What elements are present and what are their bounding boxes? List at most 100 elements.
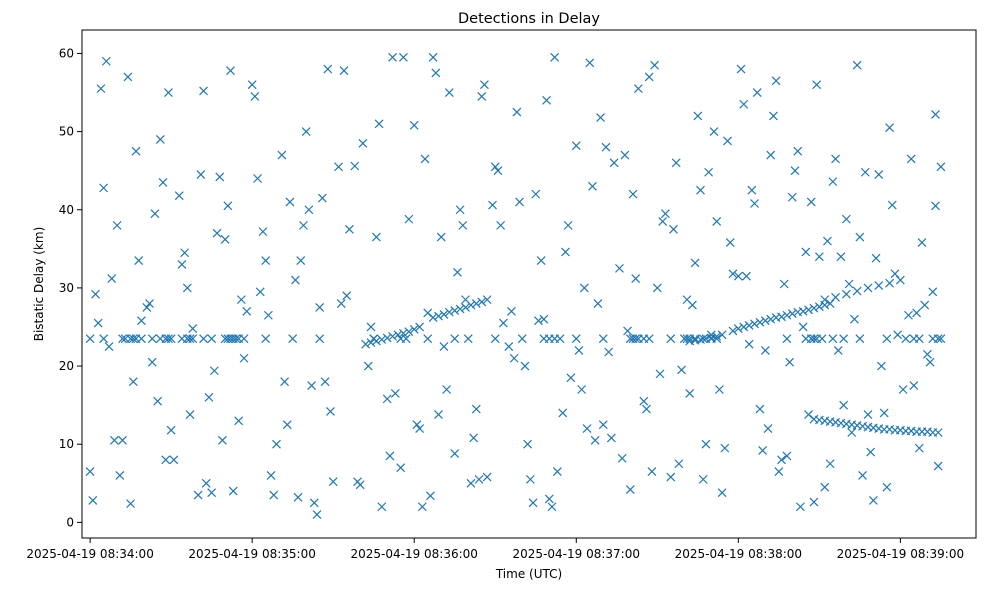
data-point-marker: [85, 467, 95, 476]
data-point-marker: [161, 455, 171, 465]
data-point-marker: [142, 303, 152, 312]
data-point-marker: [677, 365, 687, 375]
data-point-marker: [361, 339, 371, 349]
y-axis-label: Bistatic Delay (km): [32, 227, 46, 342]
data-point-marker: [582, 424, 592, 434]
x-tick-label: 2025-04-19 08:38:00: [675, 547, 802, 561]
data-point-marker: [850, 314, 859, 324]
data-point-marker: [733, 324, 743, 333]
data-point-marker: [909, 381, 919, 391]
y-tick-label: 20: [59, 359, 74, 373]
data-point-marker: [755, 317, 765, 327]
data-point-marker: [520, 361, 530, 371]
data-point-marker: [525, 474, 535, 484]
y-axis-ticks: 0 10 20 30 40 50 60: [59, 46, 82, 529]
data-point-marker: [782, 334, 792, 344]
data-point-marker: [887, 200, 897, 210]
data-point-marker: [936, 334, 946, 344]
data-point-marker: [234, 416, 244, 426]
data-point-marker: [839, 334, 849, 344]
data-point-marker: [825, 299, 835, 308]
data-point-marker: [696, 185, 705, 195]
data-point-marker: [185, 410, 195, 419]
data-point-marker: [904, 310, 913, 320]
data-point-marker: [444, 88, 454, 97]
data-point-marker: [358, 138, 368, 148]
data-point-marker: [671, 158, 681, 168]
data-point-marker: [717, 488, 727, 498]
data-point-marker: [493, 166, 503, 176]
data-point-marker: [466, 478, 476, 488]
data-point-marker: [615, 263, 624, 273]
data-point-marker: [490, 334, 500, 344]
data-point-marker: [787, 309, 797, 319]
data-point-marker: [871, 253, 881, 263]
data-point-marker: [477, 92, 487, 101]
data-point-marker: [836, 252, 846, 262]
data-point-marker: [912, 308, 922, 318]
data-point-marker: [820, 295, 830, 305]
data-point-marker: [712, 331, 722, 341]
data-point-marker: [504, 342, 514, 351]
data-point-marker: [101, 56, 111, 66]
data-point-marker: [377, 502, 387, 512]
data-point-marker: [917, 238, 927, 248]
data-point-marker: [477, 297, 487, 307]
data-point-marker: [860, 167, 870, 177]
data-point-marker: [617, 453, 627, 463]
data-point-marker: [482, 295, 492, 305]
data-point-marker: [442, 385, 452, 394]
data-point-marker: [239, 334, 249, 344]
data-point-marker: [147, 357, 157, 367]
data-point-marker: [693, 111, 703, 121]
data-point-marker: [739, 99, 749, 109]
data-point-marker: [488, 200, 497, 210]
data-point-marker: [153, 396, 163, 406]
data-point-marker: [831, 154, 840, 164]
data-point-marker: [382, 394, 392, 404]
x-tick-label: 2025-04-19 08:35:00: [188, 547, 315, 561]
data-point-marker: [188, 334, 198, 344]
data-point-marker: [828, 334, 838, 344]
data-point-marker: [809, 334, 819, 344]
data-point-marker: [841, 214, 851, 224]
data-point-marker: [660, 209, 670, 219]
data-point-marker: [431, 68, 441, 78]
data-point-marker: [571, 334, 581, 344]
data-point-marker: [547, 502, 557, 512]
data-point-marker: [931, 109, 940, 119]
data-point-marker: [85, 334, 95, 344]
data-point-marker: [439, 310, 449, 319]
data-point-marker: [790, 166, 800, 176]
data-point-marker: [263, 310, 273, 320]
x-tick-label: 2025-04-19 08:36:00: [350, 547, 477, 561]
y-tick-label: 60: [59, 46, 74, 60]
y-tick-label: 0: [66, 515, 74, 529]
data-point-marker: [666, 334, 676, 344]
data-point-marker: [323, 64, 333, 74]
data-point-marker: [136, 316, 146, 326]
data-points: [85, 52, 946, 519]
data-point-marker: [266, 471, 276, 480]
data-point-marker: [196, 170, 206, 180]
data-point-marker: [428, 52, 438, 62]
data-point-marker: [690, 258, 700, 268]
data-point-marker: [155, 134, 165, 144]
data-point-marker: [534, 316, 543, 326]
data-point-marker: [771, 76, 781, 86]
data-point-marker: [164, 88, 173, 97]
data-point-marker: [928, 287, 938, 297]
data-point-marker: [209, 366, 219, 376]
data-point-marker: [623, 326, 633, 336]
data-point-marker: [831, 292, 840, 302]
data-point-marker: [712, 217, 722, 226]
data-point-marker: [315, 303, 325, 312]
data-point-marker: [933, 428, 943, 437]
data-point-marker: [890, 269, 900, 279]
data-point-marker: [704, 167, 714, 177]
data-point-marker: [814, 252, 824, 262]
data-point-marker: [698, 334, 708, 344]
data-point-marker: [231, 334, 241, 344]
data-point-marker: [777, 455, 786, 465]
